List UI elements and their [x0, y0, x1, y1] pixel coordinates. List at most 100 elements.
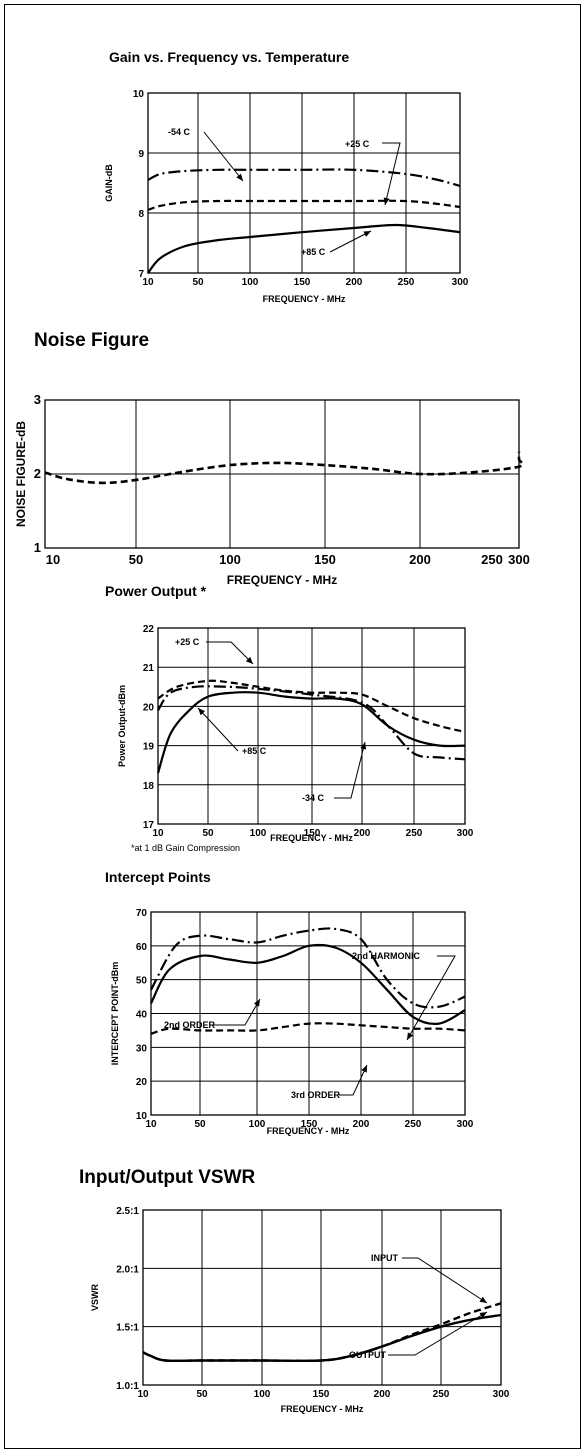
y-tick-label: 2	[34, 466, 41, 481]
leader-line	[203, 131, 244, 182]
intercept-points-chart: 10 20 30 40 50 60 70 10 50 100 150 200 250 300 FREQUEN…	[110, 908, 474, 1136]
x-tick-label: 300	[493, 1389, 510, 1400]
x-tick-label: 50	[194, 1119, 206, 1130]
x-tick-label: 200	[353, 1119, 370, 1130]
arrowhead	[383, 197, 390, 205]
x-tick-label: 10	[137, 1389, 149, 1400]
x-axis-label: FREQUENCY - MHz	[227, 573, 337, 587]
x-tick-label: 150	[304, 828, 321, 839]
series-line-25-c	[147, 199, 461, 212]
y-tick-label: 2.5:1	[116, 1206, 139, 1217]
y-tick-label: 10	[136, 1111, 148, 1122]
x-tick-label: 10	[152, 828, 164, 839]
annotation-2nd-order: 2nd ORDER	[164, 1020, 216, 1030]
leader-line	[382, 142, 401, 206]
y-tick-label: 22	[143, 624, 155, 635]
y-tick-label: 20	[136, 1077, 148, 1088]
noise-figure-chart-title: Noise Figure	[34, 330, 150, 351]
x-tick-label: 50	[129, 552, 143, 567]
y-tick-label: 17	[143, 820, 155, 831]
y-tick-label: 18	[143, 781, 155, 792]
y-axis-label: NOISE FIGURE-dB	[14, 421, 28, 527]
series-line-34-c	[157, 685, 466, 761]
y-tick-label: 1.0:1	[116, 1381, 139, 1392]
x-tick-label: 200	[409, 552, 431, 567]
arrowhead	[479, 1312, 487, 1319]
leader-line	[213, 998, 261, 1026]
x-tick-label: 100	[250, 828, 267, 839]
annotation-25-c: +25 C	[345, 139, 370, 149]
x-tick-label: 50	[202, 828, 214, 839]
y-tick-label: 50	[136, 976, 148, 987]
leader-line	[339, 1064, 368, 1096]
y-axis-label: GAIN-dB	[104, 164, 114, 202]
annotation-34-c: -34 C	[302, 793, 325, 803]
y-tick-label: 3	[34, 392, 41, 407]
y-tick-label: 30	[136, 1043, 148, 1054]
annotation-85-c: +85 C	[301, 247, 326, 257]
x-tick-label: 10	[46, 552, 60, 567]
annotation-54-c: -54 C	[168, 127, 191, 137]
x-tick-label: 250	[398, 277, 415, 288]
arrowhead	[198, 708, 205, 716]
noise-figure-chart: 1 2 3 10 50 100 150 200 250 300 FREQUENCY - MHz NOI…	[14, 392, 530, 587]
vswr-chart-title: Input/Output VSWR	[79, 1167, 256, 1188]
x-tick-label: 300	[457, 1119, 474, 1130]
annotation-2nd-harmonic: 2nd HARMONIC	[352, 951, 420, 961]
y-tick-label: 9	[138, 149, 144, 160]
series-line-series-1	[44, 451, 524, 485]
x-tick-label: 200	[354, 828, 371, 839]
x-tick-label: 50	[196, 1389, 208, 1400]
x-tick-label: 10	[142, 277, 154, 288]
leader-line	[402, 1257, 488, 1304]
series-line-85-c	[147, 223, 461, 274]
plot-frame	[142, 1209, 502, 1386]
gain-chart-title: Gain vs. Frequency vs. Temperature	[109, 49, 350, 65]
leader-line	[197, 707, 239, 752]
arrowhead	[245, 656, 253, 664]
arrowhead	[407, 1032, 414, 1040]
y-axis-label: VSWR	[90, 1283, 100, 1311]
x-tick-label: 200	[346, 277, 363, 288]
leader-line	[406, 955, 456, 1041]
x-axis-label: FREQUENCY - MHz	[281, 1404, 364, 1414]
x-tick-label: 50	[192, 277, 204, 288]
x-tick-label: 150	[314, 552, 336, 567]
x-tick-label: 300	[508, 552, 530, 567]
datasheet-page: Gain vs. Frequency vs. Temperature 7 8 9 10…	[4, 4, 581, 1449]
leader-line	[334, 741, 366, 799]
y-tick-label: 20	[143, 702, 155, 713]
series-line-54-c	[147, 168, 461, 188]
series-line-85-c	[156, 691, 466, 774]
x-tick-label: 150	[313, 1389, 330, 1400]
x-tick-label: 300	[457, 828, 474, 839]
leader-line	[206, 641, 254, 665]
power-output-footnote: *at 1 dB Gain Compression	[131, 843, 241, 853]
x-tick-label: 10	[145, 1119, 157, 1130]
y-tick-label: 1.5:1	[116, 1323, 139, 1334]
x-tick-label: 250	[481, 552, 503, 567]
x-tick-label: 300	[452, 277, 469, 288]
gain-chart: 7 8 9 10 10 50 100 150 200 250 300 FREQUENCY - MHz G…	[104, 89, 469, 304]
annotation-25-c: +25 C	[175, 637, 200, 647]
annotation-output: OUTPUT	[349, 1350, 387, 1360]
series-line-25-c	[157, 679, 466, 733]
arrowhead	[236, 173, 243, 181]
y-tick-label: 40	[136, 1010, 148, 1021]
arrowhead	[479, 1296, 487, 1303]
series-line-output	[142, 1313, 502, 1363]
leader-line	[388, 1311, 488, 1356]
x-tick-label: 250	[405, 1119, 422, 1130]
x-tick-label: 100	[254, 1389, 271, 1400]
x-tick-label: 200	[374, 1389, 391, 1400]
arrowhead	[360, 742, 367, 750]
y-tick-label: 21	[143, 663, 155, 674]
arrowhead	[253, 999, 260, 1007]
annotation-3rd-order: 3rd ORDER	[291, 1090, 341, 1100]
leader-line	[329, 230, 372, 253]
y-tick-label: 60	[136, 942, 148, 953]
series-line-3rd-order	[150, 1022, 466, 1035]
x-axis-label: FREQUENCY - MHz	[267, 1126, 350, 1136]
y-tick-label: 1	[34, 540, 41, 555]
x-tick-label: 150	[301, 1119, 318, 1130]
